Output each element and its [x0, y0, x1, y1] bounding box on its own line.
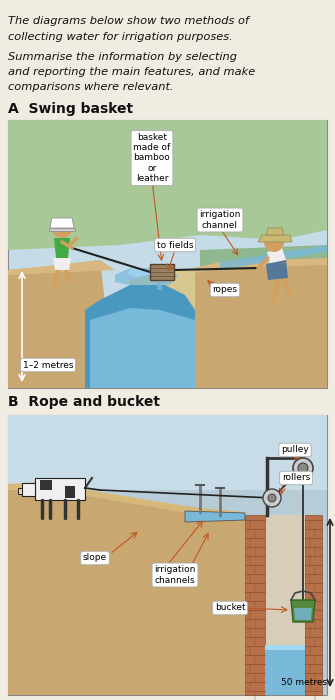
Polygon shape	[220, 245, 327, 270]
Polygon shape	[8, 488, 245, 695]
Polygon shape	[22, 483, 35, 496]
Polygon shape	[8, 260, 115, 388]
Polygon shape	[53, 258, 71, 270]
Text: to fields: to fields	[157, 241, 193, 249]
Polygon shape	[49, 228, 75, 231]
Polygon shape	[40, 480, 52, 490]
Polygon shape	[157, 280, 162, 290]
Polygon shape	[266, 260, 288, 280]
Polygon shape	[294, 608, 312, 620]
Polygon shape	[54, 238, 70, 258]
Polygon shape	[8, 415, 327, 695]
Text: rollers: rollers	[282, 473, 310, 482]
Circle shape	[268, 494, 276, 502]
Text: Summarise the information by selecting: Summarise the information by selecting	[8, 52, 237, 62]
Polygon shape	[291, 600, 315, 622]
Text: irrigation
channels: irrigation channels	[154, 566, 196, 584]
Polygon shape	[265, 645, 305, 695]
Text: A  Swing basket: A Swing basket	[8, 102, 133, 116]
Polygon shape	[267, 248, 286, 264]
Circle shape	[263, 489, 281, 507]
Circle shape	[52, 218, 72, 238]
Text: slope: slope	[83, 554, 107, 563]
Text: collecting water for irrigation purposes.: collecting water for irrigation purposes…	[8, 32, 233, 42]
Polygon shape	[90, 308, 195, 388]
Polygon shape	[195, 258, 327, 388]
Polygon shape	[195, 258, 327, 273]
Text: basket
made of
bamboo
or
leather: basket made of bamboo or leather	[133, 133, 171, 183]
Polygon shape	[8, 415, 327, 490]
Text: comparisons where relevant.: comparisons where relevant.	[8, 82, 174, 92]
Polygon shape	[8, 260, 115, 275]
Polygon shape	[266, 228, 284, 235]
Polygon shape	[65, 486, 75, 498]
Polygon shape	[305, 515, 322, 695]
Text: irrigation
channel: irrigation channel	[199, 210, 241, 230]
Circle shape	[298, 463, 308, 473]
Polygon shape	[35, 478, 85, 500]
Polygon shape	[8, 482, 245, 518]
Text: 50 metres: 50 metres	[281, 678, 327, 687]
Polygon shape	[18, 488, 22, 494]
Text: B  Rope and bucket: B Rope and bucket	[8, 395, 160, 409]
Text: 1–2 metres: 1–2 metres	[23, 360, 73, 370]
Circle shape	[293, 458, 313, 478]
Polygon shape	[115, 268, 178, 285]
Circle shape	[264, 232, 284, 252]
Polygon shape	[200, 245, 327, 388]
Polygon shape	[85, 285, 195, 388]
Polygon shape	[265, 645, 305, 650]
Text: The diagrams below show two methods of: The diagrams below show two methods of	[8, 16, 249, 26]
Polygon shape	[258, 235, 292, 242]
Polygon shape	[130, 268, 195, 388]
Text: and reporting the main features, and make: and reporting the main features, and mak…	[8, 67, 255, 77]
Polygon shape	[50, 218, 74, 228]
Polygon shape	[8, 120, 327, 250]
Text: pulley: pulley	[281, 445, 309, 454]
Text: ropes: ropes	[212, 286, 238, 295]
Polygon shape	[265, 515, 305, 695]
Polygon shape	[185, 511, 245, 522]
Polygon shape	[150, 264, 174, 280]
Polygon shape	[127, 267, 150, 277]
Polygon shape	[8, 120, 327, 388]
Polygon shape	[245, 515, 265, 695]
Text: bucket: bucket	[215, 603, 245, 612]
